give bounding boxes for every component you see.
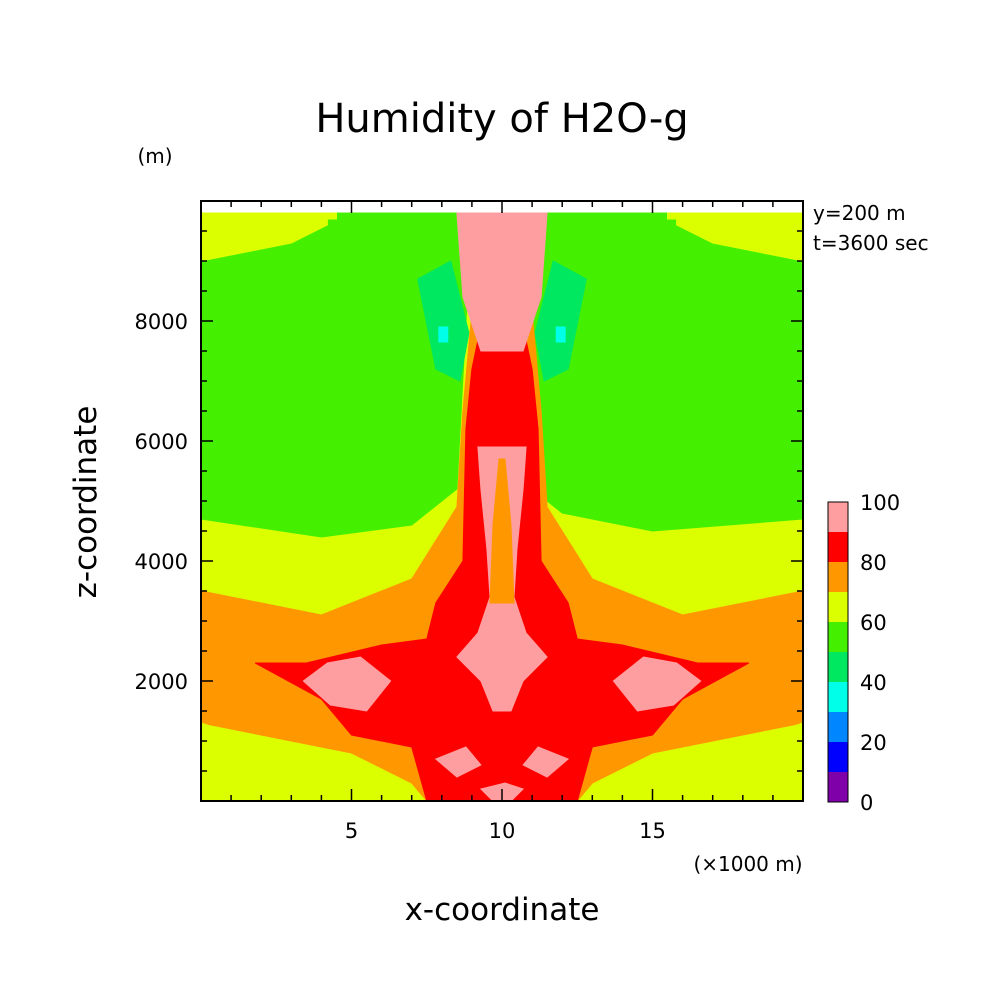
colorbar-tick-label: 40 — [860, 671, 887, 695]
contour-region — [434, 746, 482, 778]
axis-ticks: 5 10 15 2000 4000 6000 8000 — [135, 201, 803, 843]
colorbar-swatch — [828, 502, 848, 532]
y-tick-label: 8000 — [135, 310, 188, 334]
colorbar-tick-label: 0 — [860, 791, 873, 815]
chart-title: Humidity of H2O-g — [315, 96, 688, 142]
contour-region — [201, 722, 368, 801]
y-axis-label: z-coordinate — [68, 406, 104, 599]
contour-region — [302, 656, 392, 712]
annotation-y: y=200 m — [813, 201, 906, 225]
x-unit-label: (×1000 m) — [693, 852, 802, 876]
y-unit-label: (m) — [137, 144, 172, 168]
colorbar-swatch — [828, 712, 848, 742]
colorbar-tick-label: 100 — [860, 491, 900, 515]
colorbar-swatch — [828, 532, 848, 562]
y-tick-label: 6000 — [135, 430, 188, 454]
contour-region — [531, 212, 803, 532]
contour-region — [201, 212, 473, 538]
y-tick-label: 4000 — [135, 550, 188, 574]
x-tick-label: 15 — [639, 819, 666, 843]
colorbar-swatch — [828, 772, 848, 802]
colorbar-swatch — [828, 562, 848, 592]
y-tick-label: 2000 — [135, 670, 188, 694]
contour-region — [534, 260, 587, 382]
contour-region — [489, 458, 515, 604]
colorbar-swatch — [828, 622, 848, 652]
colorbar: 0 20 40 60 80 100 — [827, 491, 900, 815]
colorbar-swatch — [828, 652, 848, 682]
contour-region — [201, 212, 337, 220]
contour-region — [468, 218, 536, 346]
x-axis-label: x-coordinate — [405, 892, 600, 928]
colorbar-swatch — [828, 742, 848, 772]
colorbar-tick-label: 60 — [860, 611, 887, 635]
contour-region — [636, 722, 803, 801]
contour-region — [667, 212, 803, 220]
contour-regions — [201, 201, 803, 801]
annotation-t: t=3600 sec — [813, 231, 929, 255]
colorbar-tick-label: 80 — [860, 551, 887, 575]
x-tick-label: 5 — [345, 819, 358, 843]
colorbar-swatch — [828, 682, 848, 712]
contour-region — [417, 260, 470, 382]
colorbar-swatch — [828, 592, 848, 622]
x-tick-label: 10 — [489, 819, 516, 843]
contour-region — [555, 326, 566, 343]
contour-region — [438, 326, 449, 343]
contour-region — [612, 656, 702, 712]
contour-region — [522, 746, 570, 778]
colorbar-tick-label: 20 — [860, 731, 887, 755]
colorbar-frame — [827, 501, 849, 803]
